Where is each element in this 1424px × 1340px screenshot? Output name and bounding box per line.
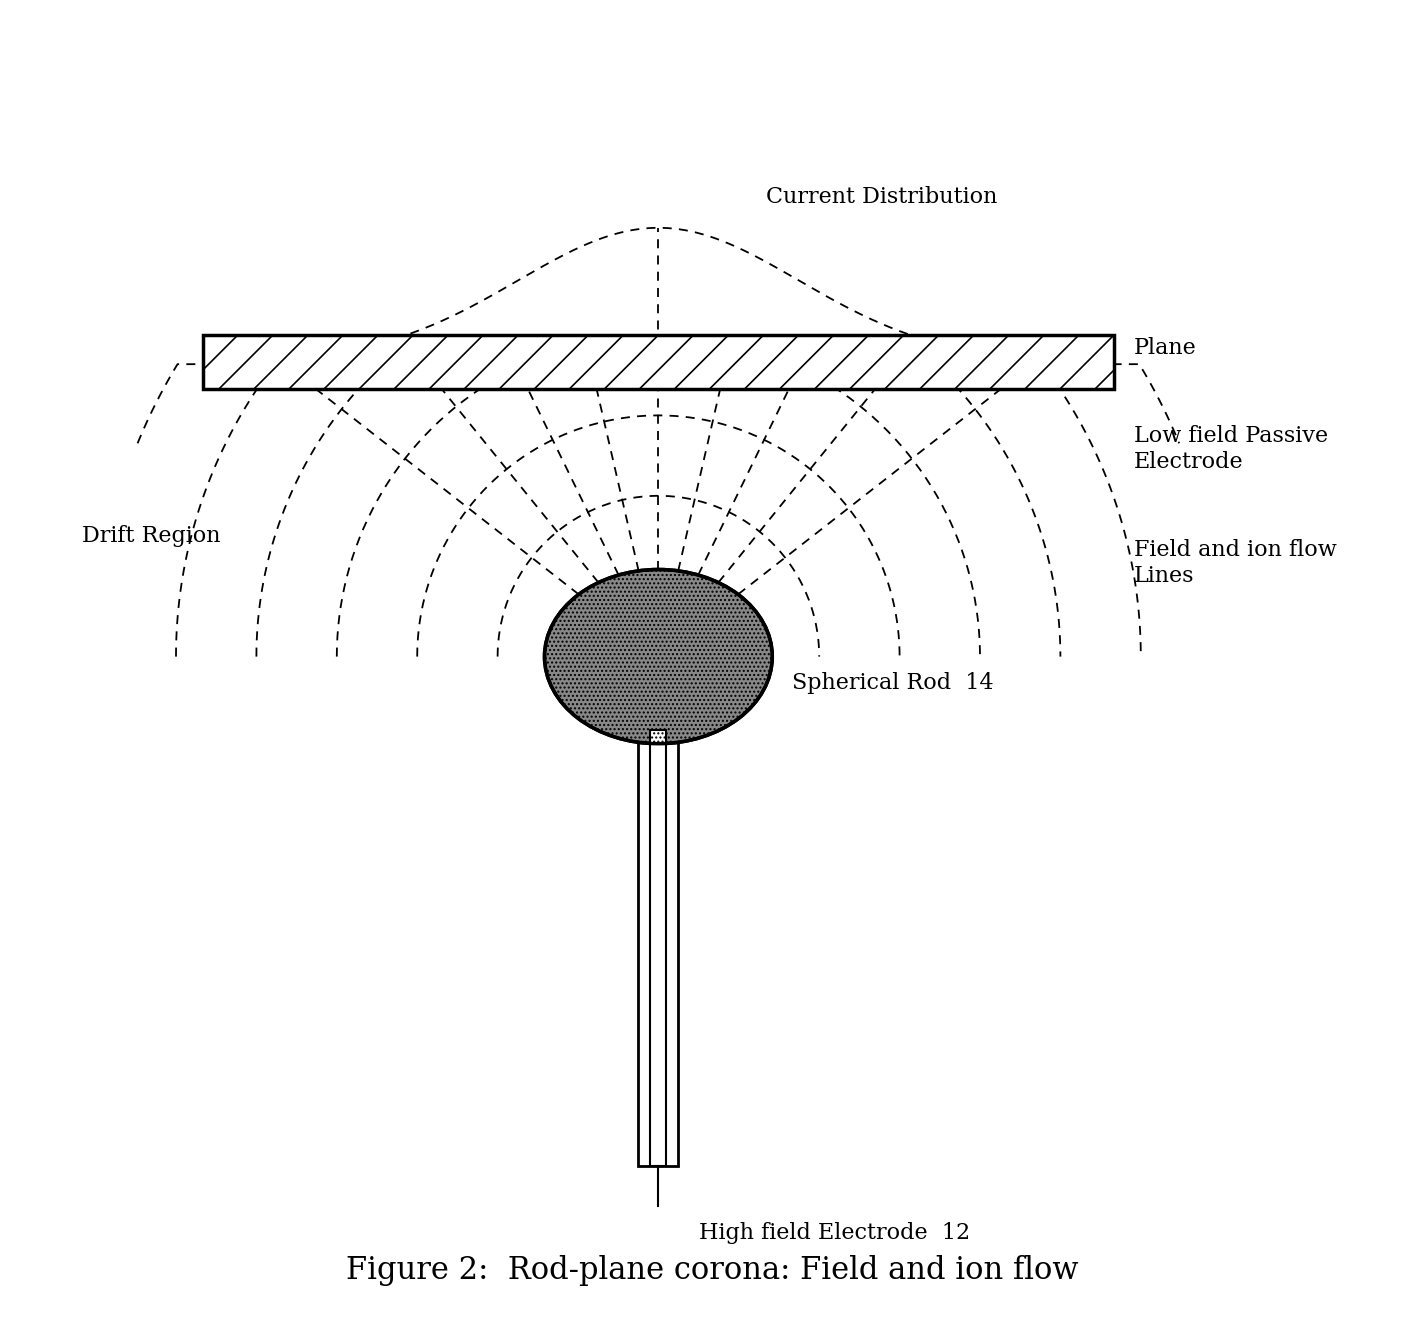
Text: Drift Region: Drift Region [83,525,221,547]
Text: High field Electrode  12: High field Electrode 12 [699,1222,970,1244]
Polygon shape [651,730,666,1166]
Polygon shape [202,335,1114,389]
Ellipse shape [544,570,772,744]
Polygon shape [638,730,678,1166]
Text: Figure 2:  Rod-plane corona: Field and ion flow: Figure 2: Rod-plane corona: Field and io… [346,1256,1078,1286]
Text: Plane: Plane [1134,338,1196,359]
Text: Field and ion flow
Lines: Field and ion flow Lines [1134,539,1337,587]
Text: Spherical Rod  14: Spherical Rod 14 [792,673,994,694]
Text: Current Distribution: Current Distribution [766,186,997,208]
Text: Low field Passive
Electrode: Low field Passive Electrode [1134,425,1329,473]
